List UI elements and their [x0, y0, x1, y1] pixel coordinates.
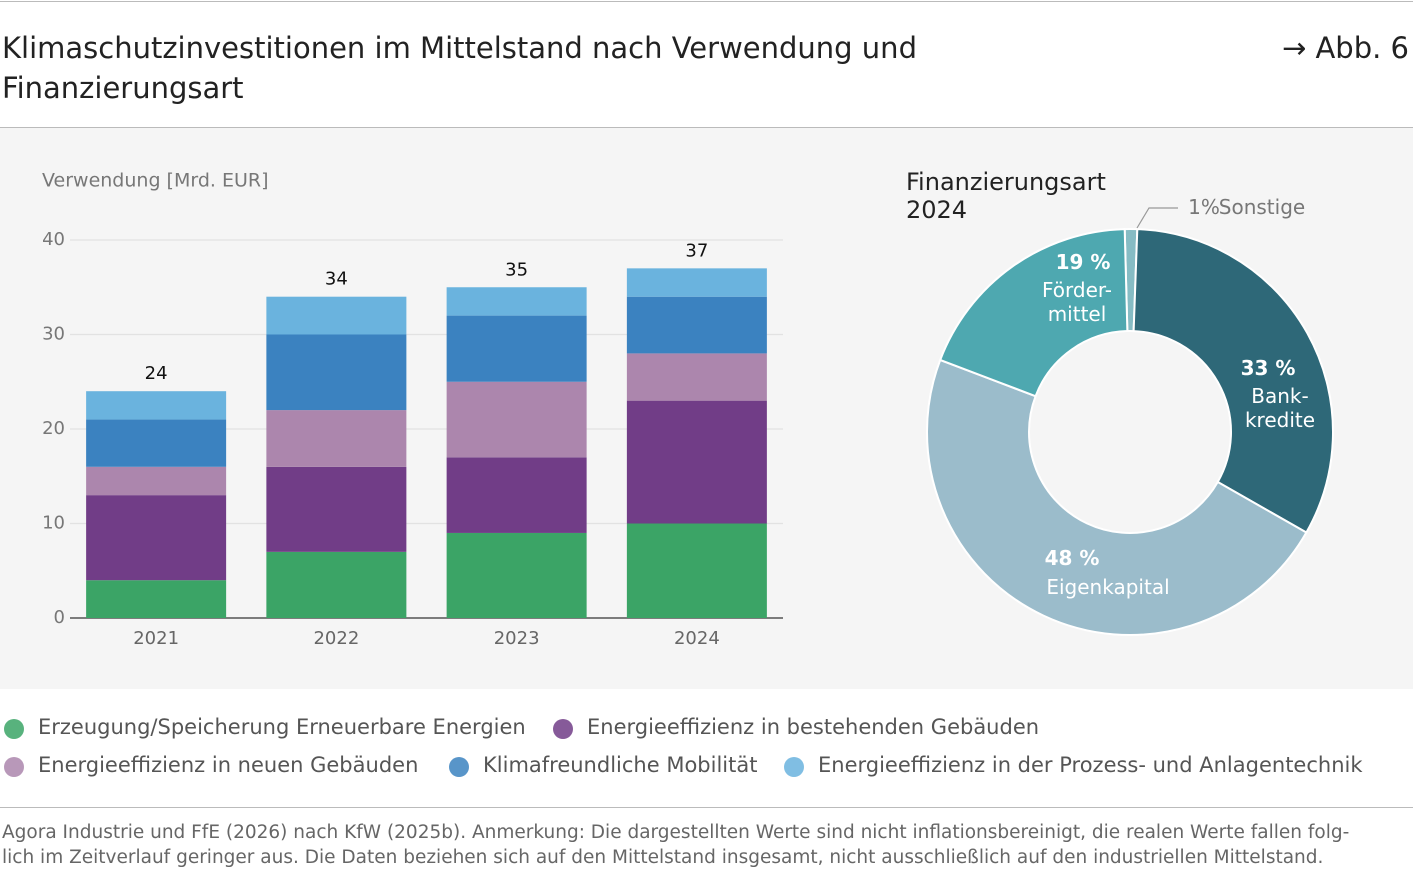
x-tick-label: 2023	[494, 628, 540, 649]
x-tick-label: 2021	[133, 628, 179, 649]
donut-category-label: Eigenkapital	[1046, 575, 1170, 599]
bar-segment	[446, 287, 587, 316]
y-axis-label: Verwendung [Mrd. EUR]	[42, 170, 269, 192]
y-tick-label: 10	[42, 513, 65, 534]
leader-line	[1136, 207, 1178, 229]
source: Agora Industrie und FfE (2026) nach KfW …	[2, 822, 1350, 868]
donut-slice	[938, 228, 1129, 398]
donut-category-label: Sonstige	[1218, 195, 1306, 219]
donut-category-label: Förder- mittel	[1041, 278, 1113, 326]
x-tick-label: 2022	[313, 628, 359, 649]
bar-segment	[266, 551, 407, 618]
bar-segment	[86, 580, 227, 618]
bar-segment	[86, 495, 227, 581]
donut-value-label: 1%	[1188, 195, 1220, 219]
legend-marker	[784, 757, 804, 777]
bar-segment	[626, 523, 767, 618]
legend-label: Energieeffizienz in neuen Gebäuden	[38, 753, 419, 777]
bar-segment	[626, 400, 767, 524]
bar-segment	[626, 353, 767, 401]
donut-value-label: 19 %	[1055, 250, 1111, 274]
bar-segment	[446, 532, 587, 618]
chart: Verwendung [Mrd. EUR] 0 10 20 30 40 24 2021 34 2…	[42, 170, 1334, 649]
total-label: 34	[325, 269, 348, 290]
title: Klimaschutzinvestitionen im Mittelstand …	[2, 31, 917, 105]
bar-segment	[86, 419, 227, 467]
legend-label: Klimafreundliche Mobilität	[483, 753, 758, 777]
bar-segment	[446, 315, 587, 382]
total-label: 37	[685, 240, 708, 261]
total-label: 24	[145, 363, 168, 384]
y-tick-label: 30	[42, 324, 65, 345]
rule	[0, 127, 1413, 128]
bar-segment	[266, 296, 407, 335]
donut-value-label: 48 %	[1044, 546, 1100, 570]
bar-segment	[446, 381, 587, 458]
bar-segment	[626, 296, 767, 354]
donut-value-label: 33 %	[1240, 356, 1296, 380]
donut-category-label: Bank- kredite	[1244, 384, 1316, 432]
bar-segment	[266, 334, 407, 411]
bar-segment	[626, 268, 767, 297]
legend-marker	[4, 719, 24, 739]
y-tick-label: 40	[42, 229, 65, 250]
donut-title: Finanzierungsart 2024	[906, 168, 1106, 224]
y-tick-label: 20	[42, 418, 65, 439]
bar-segment	[266, 410, 407, 467]
top-rule	[0, 1, 1413, 2]
legend-marker	[449, 757, 469, 777]
legend-marker	[553, 719, 573, 739]
bar-segment	[86, 466, 227, 496]
bar-segment	[266, 466, 407, 552]
figure-ref: → Abb. 6	[1281, 31, 1409, 65]
bar-segment	[86, 391, 227, 420]
legend-label: Energieeffizienz in bestehenden Gebäuden	[587, 715, 1040, 739]
legend-label: Energieeffizienz in der Prozess- und Anl…	[818, 753, 1363, 777]
bar-segment	[446, 457, 587, 533]
legend-label: Erzeugung/Speicherung Erneuerbare Energi…	[38, 715, 526, 739]
legend-marker	[4, 757, 24, 777]
y-tick-label: 0	[54, 607, 65, 628]
donut-slice	[1132, 228, 1334, 534]
donut-slice	[926, 358, 1308, 636]
rule	[0, 807, 1413, 808]
total-label: 35	[505, 259, 528, 280]
x-tick-label: 2024	[674, 628, 720, 649]
